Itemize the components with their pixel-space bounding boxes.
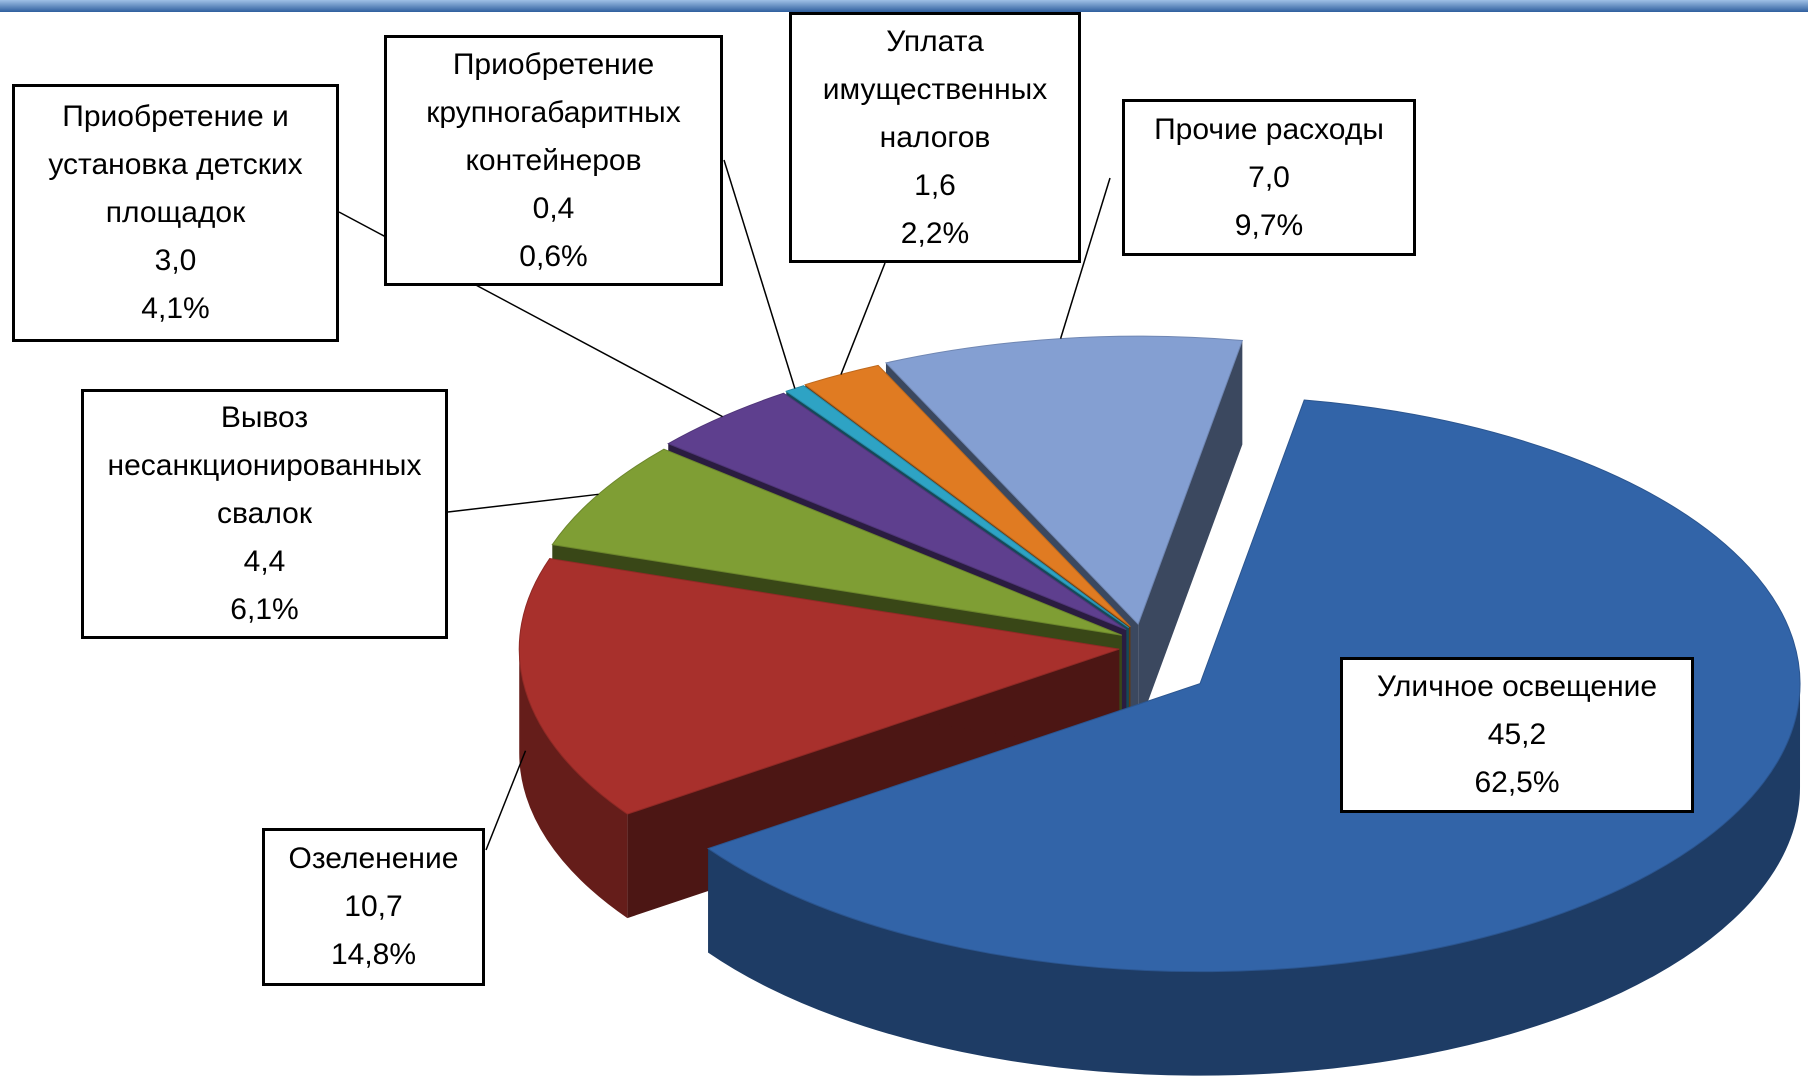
slice: [804, 364, 1131, 628]
label-name: Прочие расходы: [1154, 112, 1384, 146]
label-percent: 2,2%: [900, 216, 970, 250]
label-name: Уплата имущественных налогов: [822, 24, 1048, 154]
label-name: Уличное освещение: [1376, 670, 1658, 703]
data-label: Прочие расходы 7,0 9,7%: [1122, 99, 1416, 256]
slice: [785, 385, 1130, 629]
leader-line: [723, 159, 796, 389]
data-label: Озеленение 10,7 14,8%: [262, 828, 485, 986]
data-label: Вывоз несанкционированных свалок 4,4 6,1%: [81, 389, 448, 639]
data-label: Приобретение и установка детских площадо…: [12, 84, 339, 342]
leader-line: [1059, 177, 1111, 339]
slice-side: [519, 649, 628, 919]
label-percent: 6,1%: [230, 593, 299, 626]
slice: [884, 335, 1244, 626]
header-bar: [0, 0, 1808, 12]
label-name: Вывоз несанкционированных свалок: [107, 401, 422, 530]
slice: [707, 399, 1801, 973]
data-label: Уплата имущественных налогов 1,6 2,2%: [789, 12, 1081, 263]
label-name: Приобретение и установка детских площадо…: [48, 100, 303, 229]
slice: [518, 558, 1120, 815]
leader-line: [485, 750, 527, 851]
label-value: 45,2: [1487, 718, 1547, 751]
label-value: 0,4: [532, 191, 575, 225]
label-value: 1,6: [914, 168, 956, 202]
label-percent: 9,7%: [1234, 208, 1304, 242]
label-name: Приобретение крупногабаритных контейнеро…: [426, 47, 681, 177]
label-value: 4,4: [243, 545, 286, 578]
slice-tops: [518, 335, 1801, 973]
data-label: Уличное освещение 45,2 62,5%: [1340, 657, 1694, 813]
label-percent: 4,1%: [141, 292, 210, 325]
slice-side: [708, 683, 1801, 1076]
label-value: 7,0: [1248, 160, 1290, 194]
label-value: 10,7: [344, 890, 403, 923]
label-name: Озеленение: [288, 842, 459, 875]
label-percent: 14,8%: [330, 938, 417, 971]
label-percent: 0,6%: [519, 239, 588, 273]
label-value: 3,0: [154, 244, 197, 277]
data-label: Приобретение крупногабаритных контейнеро…: [384, 35, 723, 286]
label-percent: 62,5%: [1474, 766, 1560, 799]
slice: [551, 448, 1122, 636]
leader-line: [447, 493, 599, 513]
leader-line: [840, 262, 886, 375]
slice-face: [1138, 340, 1243, 729]
